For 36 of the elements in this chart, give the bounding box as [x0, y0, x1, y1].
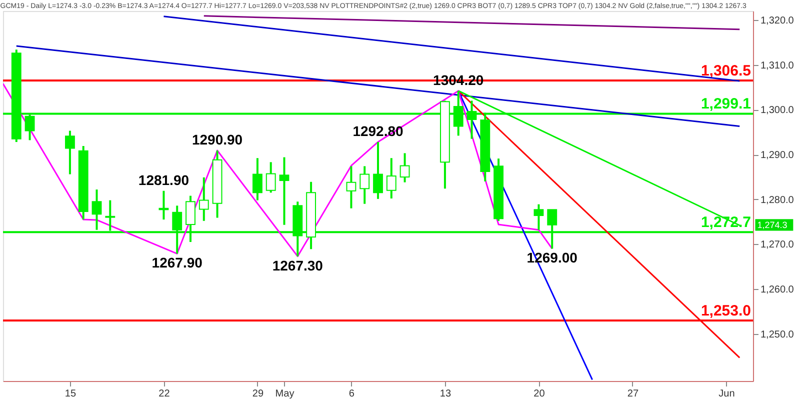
text: 1,274.3 [757, 220, 788, 230]
y-tick-label: 1,290.0 [760, 150, 794, 162]
y-tick-label: 1,310.0 [760, 60, 794, 72]
ref-line-label: 1,306.5 [700, 62, 751, 80]
candlestick [346, 165, 356, 210]
annotation: 1267.90 [152, 254, 203, 271]
x-tick-label: 20 [534, 388, 546, 400]
x-tick-label: 13 [440, 388, 452, 400]
candlestick [360, 165, 370, 205]
annotation: 1290.90 [192, 131, 243, 148]
y-tick-label: 1,300.0 [760, 105, 794, 116]
x-tick-label: 6 [348, 388, 355, 400]
ref-line-label: 1,253.0 [700, 302, 751, 320]
candlestick [279, 156, 290, 226]
candlestick [252, 157, 262, 202]
y-tick-label: 1,250.0 [760, 329, 794, 340]
candlestick [65, 130, 75, 176]
x-tick-label: 29 [252, 388, 264, 400]
candlestick [198, 176, 209, 222]
y-tick-label: 1,320.0 [760, 15, 794, 26]
candlestick [373, 140, 383, 200]
x-tick-label: 22 [158, 388, 170, 400]
x-tick-label: May [275, 388, 294, 400]
y-tick-label: 1,280.0 [760, 194, 794, 206]
y-tick-label: 1,270.0 [760, 240, 794, 251]
y-tick-label: 1,260.0 [760, 284, 794, 296]
ref-line-label: 1,299.1 [700, 96, 751, 113]
candlestick [400, 152, 410, 184]
annotation: 1281.90 [138, 172, 190, 188]
candlestick [266, 161, 276, 194]
candlestick [386, 157, 396, 200]
x-tick-label: 27 [627, 388, 639, 400]
annotation: 1267.30 [272, 257, 324, 274]
ref-line-label: 1,272.7 [700, 214, 751, 232]
x-tick-label: Jun [718, 388, 735, 400]
x-tick-label: 15 [64, 388, 76, 400]
